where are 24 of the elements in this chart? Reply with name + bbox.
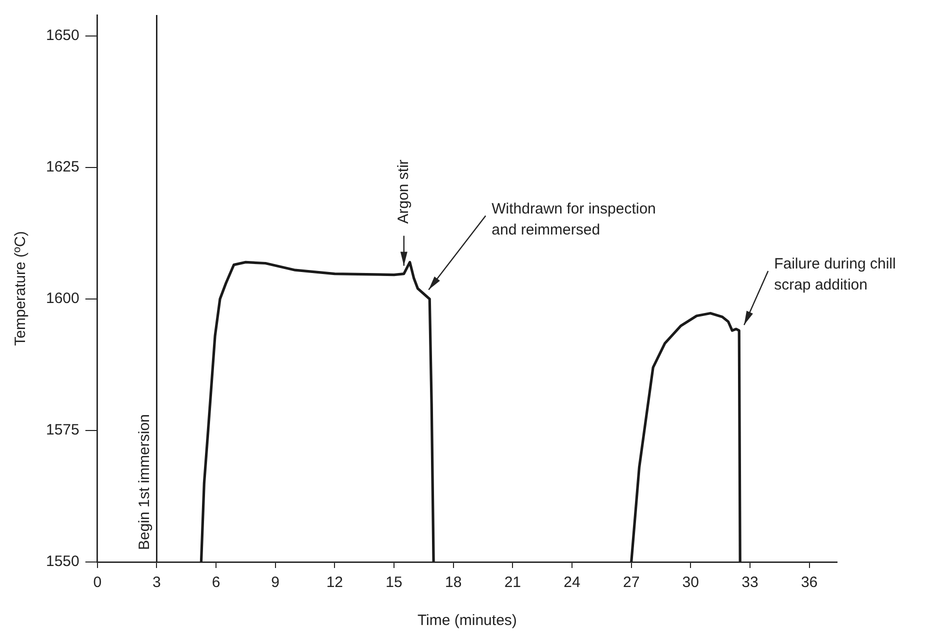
x-axis-title: Time (minutes) — [417, 612, 517, 630]
y-tick-label: 1550 — [46, 553, 80, 570]
x-tick-label: 21 — [504, 574, 522, 592]
x-tick-label: 9 — [271, 574, 280, 592]
x-tick-label: 33 — [742, 574, 758, 592]
annotation: Withdrawn for inspection and reimmersed — [492, 200, 656, 238]
x-tick-label: 3 — [152, 574, 161, 592]
x-tick-label: 12 — [326, 574, 344, 592]
annotation: Argon stir — [395, 160, 412, 224]
x-tick-label: 24 — [564, 574, 580, 592]
ref-line-label: Begin 1st immersion — [136, 414, 153, 550]
x-tick-label: 18 — [444, 574, 462, 592]
y-tick-label: 1600 — [46, 290, 80, 308]
y-tick-label: 1650 — [46, 27, 80, 44]
x-tick-label: 27 — [622, 574, 640, 592]
y-tick-label: 1575 — [46, 422, 80, 439]
y-axis-title: Temperature (ºC) — [12, 231, 30, 346]
x-tick-label: 0 — [93, 574, 102, 592]
x-tick-label: 15 — [386, 574, 402, 592]
annotation: Failure during chill scrap addition — [774, 256, 896, 294]
x-tick-label: 30 — [682, 574, 699, 592]
x-tick-label: 36 — [800, 574, 818, 592]
x-tick-label: 6 — [212, 574, 220, 592]
y-tick-label: 1625 — [46, 158, 80, 176]
